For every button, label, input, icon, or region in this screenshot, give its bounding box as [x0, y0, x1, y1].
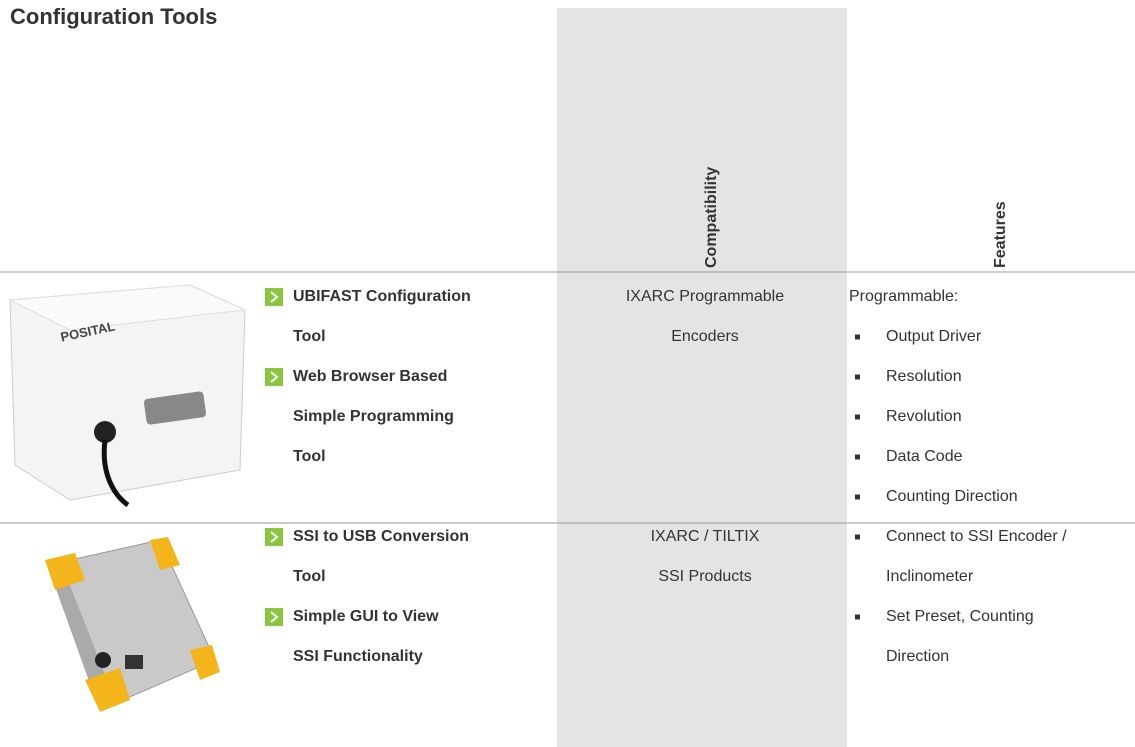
- arrow-chevron: [270, 371, 279, 383]
- compatibility-text: IXARC / TILTIX: [651, 528, 760, 545]
- arrow-icon: [265, 288, 283, 306]
- arrow-icon: [265, 368, 283, 386]
- feature-text: Connect to SSI Encoder /: [886, 528, 1067, 545]
- bullet: [855, 374, 860, 380]
- bullet: [855, 534, 860, 540]
- product-text: Simple Programming: [293, 408, 454, 425]
- feature-text: Resolution: [886, 368, 962, 385]
- bullet: [855, 614, 860, 620]
- column-band: [557, 8, 847, 747]
- page-title: Configuration Tools: [10, 4, 217, 29]
- product-text: Web Browser Based: [293, 368, 447, 385]
- product-text: SSI Functionality: [293, 648, 423, 665]
- product-text: Tool: [293, 448, 326, 465]
- column-header: Compatibility: [703, 167, 720, 268]
- product-image: [45, 537, 220, 712]
- bullet: [855, 494, 860, 500]
- compatibility-text: SSI Products: [658, 568, 751, 585]
- bullet: [855, 414, 860, 420]
- product-text: Simple GUI to View: [293, 608, 439, 625]
- feature-text: Data Code: [886, 448, 963, 465]
- column-header: Features: [992, 201, 1009, 268]
- feature-text: Inclinometer: [886, 568, 974, 585]
- features-intro: Programmable:: [849, 288, 958, 305]
- feature-text: Revolution: [886, 408, 962, 425]
- arrow-icon: [265, 608, 283, 626]
- compatibility-text: IXARC Programmable: [626, 288, 784, 305]
- compatibility-text: Encoders: [671, 328, 739, 345]
- arrow-chevron: [270, 291, 279, 303]
- arrow-chevron: [270, 611, 279, 623]
- feature-text: Set Preset, Counting: [886, 608, 1034, 625]
- product-text: UBIFAST Configuration: [293, 288, 471, 305]
- bullet: [855, 334, 860, 340]
- arrow-icon: [265, 528, 283, 546]
- feature-text: Counting Direction: [886, 488, 1018, 505]
- product-image: POSITAL: [8, 284, 247, 508]
- product-text: Tool: [293, 328, 326, 345]
- arrow-chevron: [270, 531, 279, 543]
- product-text: SSI to USB Conversion: [293, 528, 469, 545]
- feature-text: Output Driver: [886, 328, 982, 345]
- bullet: [855, 454, 860, 460]
- product-text: Tool: [293, 568, 326, 585]
- feature-text: Direction: [886, 648, 949, 665]
